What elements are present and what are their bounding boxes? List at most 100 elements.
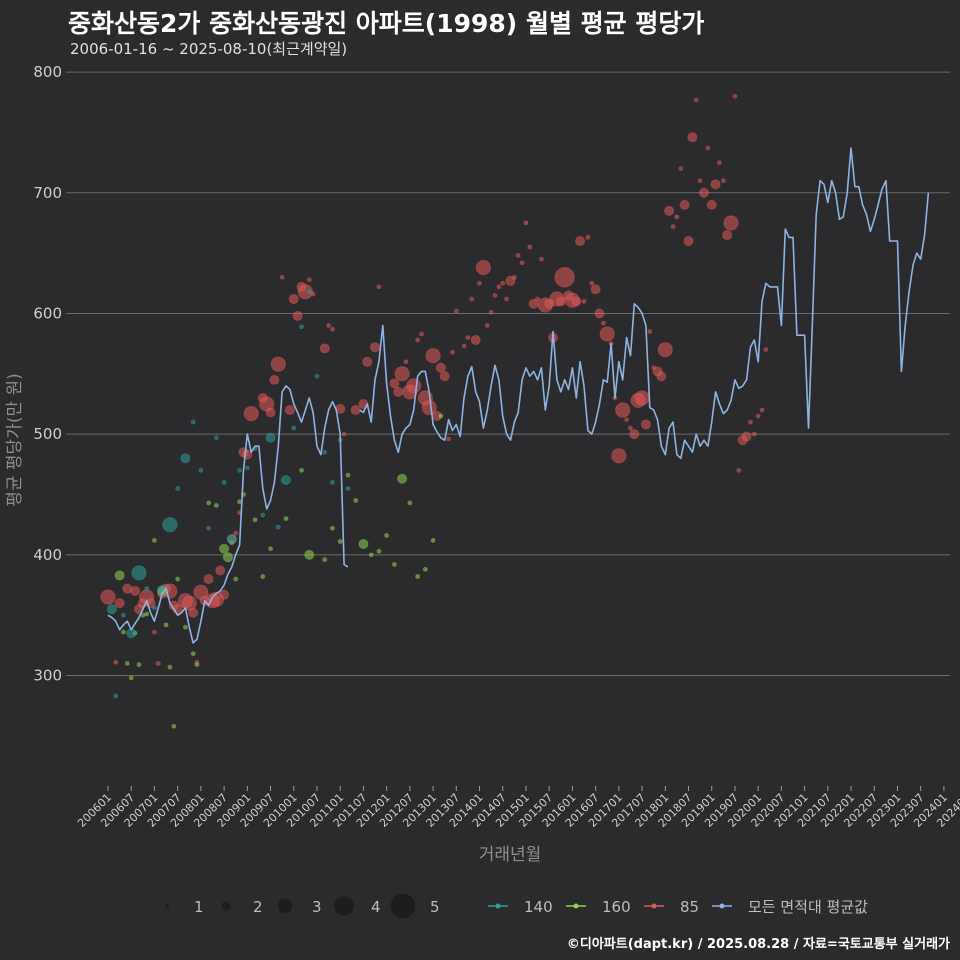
point-85 — [269, 374, 280, 385]
point-85 — [362, 356, 373, 367]
size-legend-label-5: 5 — [430, 898, 440, 916]
point-85 — [647, 329, 653, 335]
point-160 — [124, 660, 130, 666]
point-160 — [384, 533, 390, 539]
point-85 — [590, 284, 601, 295]
point-85 — [129, 585, 141, 597]
point-85 — [439, 371, 450, 382]
point-85 — [554, 266, 575, 288]
point-85 — [418, 331, 424, 337]
point-140 — [151, 605, 157, 611]
legend: 1 2 3 4 5 140 160 85 모든 면적대 평균값 — [165, 893, 868, 919]
point-85 — [624, 417, 630, 423]
point-140 — [213, 435, 219, 441]
point-160 — [167, 664, 173, 670]
grid-lines — [66, 71, 950, 677]
point-85 — [736, 467, 742, 473]
y-tick-label-400: 400 — [33, 546, 62, 564]
point-85 — [341, 431, 347, 437]
point-85 — [393, 386, 404, 397]
point-85 — [233, 530, 239, 536]
point-85 — [475, 259, 492, 276]
point-85 — [723, 215, 739, 231]
point-140 — [113, 693, 119, 699]
point-85 — [306, 277, 312, 283]
point-160 — [194, 662, 200, 668]
point-85 — [710, 179, 721, 190]
point-85 — [611, 448, 627, 464]
point-85 — [270, 356, 286, 372]
source-credit: ©디아파트(dapt.kr) / 2025.08.28 / 자료=국토교통부 실… — [566, 937, 950, 952]
size-legend-label-1: 1 — [194, 898, 204, 916]
point-85 — [634, 390, 650, 406]
point-85 — [697, 178, 703, 184]
average-line — [107, 147, 930, 644]
y-tick-label-700: 700 — [33, 184, 62, 202]
color-legend-label-160: 160 — [602, 898, 631, 916]
point-140 — [120, 612, 126, 618]
point-85 — [732, 93, 738, 99]
point-160 — [252, 517, 258, 523]
size-legend-label-2: 2 — [253, 898, 263, 916]
point-85 — [664, 205, 675, 216]
point-85 — [589, 280, 595, 286]
point-160 — [171, 723, 177, 729]
point-85 — [288, 293, 299, 305]
size-legend-dot-5 — [390, 893, 416, 919]
point-160 — [222, 552, 234, 563]
point-85 — [581, 298, 587, 304]
point-160 — [268, 546, 274, 552]
point-85 — [329, 326, 335, 332]
point-85 — [389, 378, 400, 389]
point-85 — [751, 431, 757, 437]
point-85 — [484, 323, 490, 329]
point-160 — [299, 467, 304, 473]
point-160 — [120, 629, 126, 635]
point-160 — [175, 576, 181, 582]
point-160 — [136, 662, 142, 668]
point-160 — [329, 525, 335, 531]
color-legend-label-all: 모든 면적대 평균값 — [748, 898, 868, 916]
point-85 — [279, 274, 285, 280]
chart-subtitle: 2006-01-16 ~ 2025-08-10(최근계약일) — [70, 40, 348, 58]
point-85 — [511, 274, 517, 280]
point-85 — [698, 187, 710, 198]
point-85 — [687, 132, 698, 143]
point-85 — [629, 429, 640, 440]
point-85 — [243, 405, 259, 422]
point-85 — [453, 308, 459, 314]
point-85 — [492, 292, 498, 298]
chart-title: 중화산동2가 중화산동광진 아파트(1998) 월별 평균 평당가 — [68, 9, 705, 38]
point-140 — [260, 512, 266, 518]
size-legend-dot-4 — [334, 896, 354, 916]
point-85 — [674, 214, 680, 220]
point-85 — [741, 431, 752, 442]
point-160 — [430, 537, 436, 543]
size-legend-dot-1 — [165, 904, 169, 908]
point-85 — [219, 589, 230, 600]
point-85 — [759, 407, 765, 413]
point-160 — [114, 570, 125, 581]
color-legend-dot-140 — [495, 903, 501, 909]
point-85 — [657, 341, 673, 358]
point-85 — [488, 309, 494, 315]
point-85 — [575, 235, 586, 247]
point-160 — [415, 574, 421, 580]
point-160 — [337, 539, 343, 545]
point-160 — [219, 543, 230, 554]
point-85 — [600, 320, 606, 326]
point-85 — [523, 220, 529, 226]
point-140 — [322, 449, 328, 455]
point-85 — [615, 402, 631, 418]
point-140 — [190, 419, 196, 425]
point-140 — [226, 534, 237, 545]
point-85 — [435, 362, 446, 373]
point-160 — [190, 651, 196, 657]
point-85 — [350, 404, 361, 416]
point-160 — [206, 500, 212, 506]
point-85 — [571, 296, 582, 307]
point-85 — [678, 166, 684, 172]
point-160 — [233, 576, 239, 582]
point-85 — [706, 199, 717, 210]
